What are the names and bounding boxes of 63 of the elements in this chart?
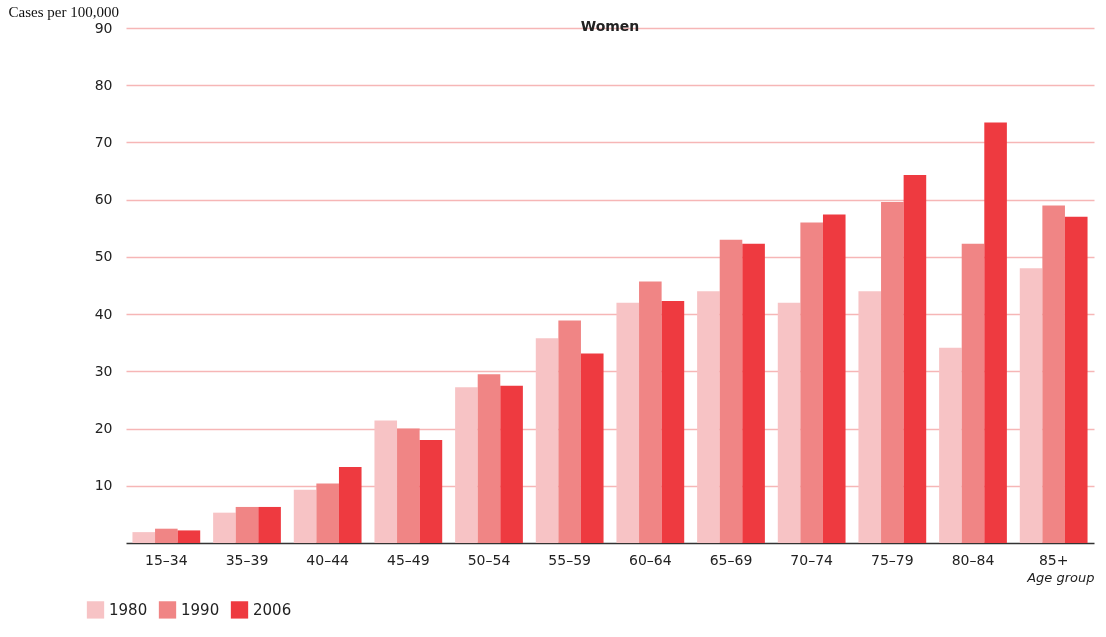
bar (500, 385, 523, 543)
bar (235, 506, 259, 543)
bar (961, 243, 985, 543)
legend-label: 1990 (181, 600, 220, 619)
legend-label: 1980 (109, 600, 148, 619)
bar (132, 532, 156, 543)
bar (742, 243, 765, 543)
x-tick-label: 60–64 (629, 551, 672, 568)
bar (155, 528, 178, 543)
bar (177, 530, 201, 543)
bar (639, 281, 662, 543)
bar (800, 222, 823, 543)
x-tick-label: 65–69 (709, 551, 753, 568)
y-tick-label: 40 (94, 305, 113, 322)
x-tick-label: 80–84 (951, 551, 995, 568)
y-axis-title: Cases per 100,000 (8, 3, 119, 20)
x-tick-label: 70–74 (790, 551, 834, 568)
bar (661, 300, 685, 543)
bar (719, 239, 743, 543)
bar (616, 302, 640, 543)
y-tick-label: 20 (94, 420, 113, 437)
bar (777, 302, 801, 543)
bar (316, 483, 339, 543)
x-tick-label: 40–44 (306, 551, 350, 568)
x-tick-label: 85+ (1038, 551, 1069, 568)
x-tick-label: 75–79 (871, 551, 914, 568)
x-tick-label: 45–49 (387, 551, 430, 568)
bar (1042, 205, 1065, 543)
legend-label: 2006 (253, 600, 292, 619)
bar (535, 338, 559, 543)
bar (1064, 216, 1088, 543)
x-tick-label: 55–59 (548, 551, 591, 568)
chart-title: Women (580, 18, 640, 34)
bar (419, 440, 443, 543)
bar (258, 506, 281, 543)
bar (338, 466, 362, 543)
bar (1019, 268, 1043, 543)
bar (858, 291, 882, 543)
y-tick-label: 70 (94, 133, 113, 150)
bar (397, 428, 420, 543)
x-tick-label: 15–34 (145, 551, 188, 568)
bar (939, 347, 962, 543)
bar (374, 420, 398, 543)
y-tick-label: 50 (94, 248, 113, 265)
bar (903, 175, 927, 543)
x-tick-label: 35–39 (225, 551, 269, 568)
bar (293, 489, 317, 543)
y-tick-label: 90 (94, 19, 113, 36)
x-axis-title: Age group (1026, 569, 1095, 585)
bar (881, 201, 904, 543)
bar (213, 512, 236, 543)
x-tick-label: 50–54 (467, 551, 511, 568)
y-tick-label: 80 (94, 76, 113, 93)
bar (822, 214, 846, 543)
y-tick-label: 60 (94, 191, 113, 208)
bar (984, 122, 1007, 543)
bar (558, 320, 581, 543)
y-tick-label: 30 (94, 362, 113, 379)
bar (580, 353, 604, 543)
bar (455, 387, 478, 543)
bar (477, 374, 501, 543)
y-tick-label: 10 (94, 477, 113, 494)
bar (697, 291, 720, 543)
